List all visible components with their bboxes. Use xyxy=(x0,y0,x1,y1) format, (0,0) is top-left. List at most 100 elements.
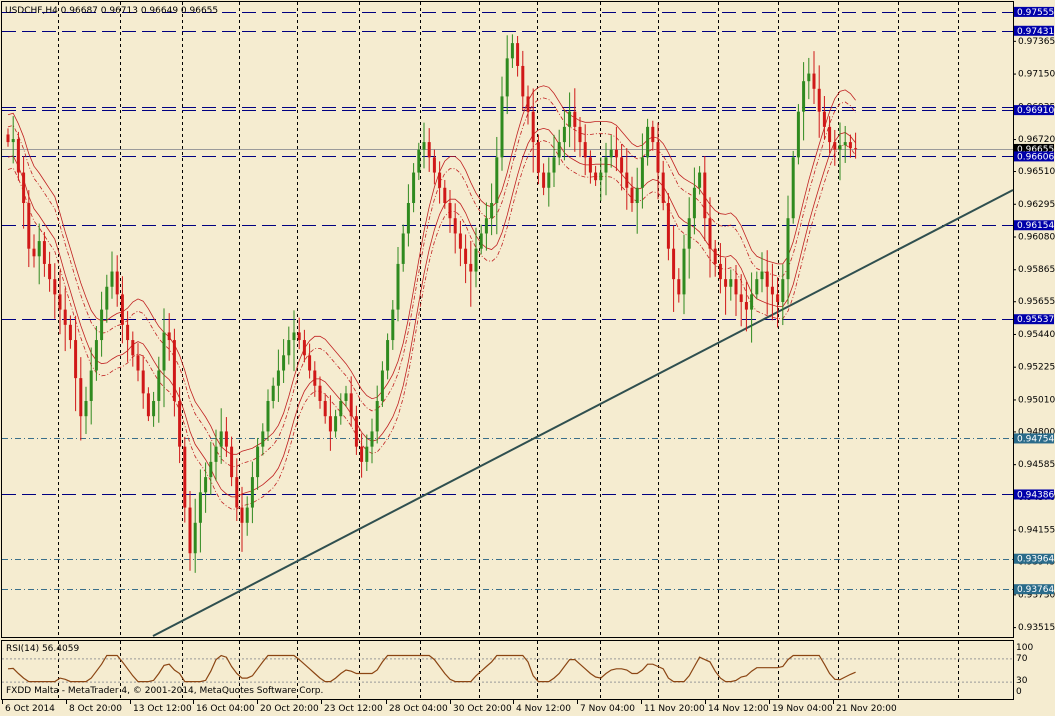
candle-body xyxy=(630,187,634,204)
price-level-marker xyxy=(1014,584,1054,595)
main-panel-border xyxy=(1,1,1014,638)
envelope-band xyxy=(7,140,856,510)
candle-body xyxy=(292,332,296,341)
candle-body xyxy=(812,73,816,89)
envelope-band xyxy=(7,127,856,498)
candle-body xyxy=(344,393,348,401)
candle-body xyxy=(734,279,738,295)
candle-body xyxy=(126,324,130,341)
candle-body xyxy=(308,355,312,371)
candle-body xyxy=(349,393,353,417)
candle-body xyxy=(828,126,832,143)
footer-copyright: FXDD Malta - MetaTrader 4, © 2001-2014, … xyxy=(6,686,323,696)
candle-body xyxy=(250,477,254,508)
horizontal-levels[interactable] xyxy=(2,12,1013,590)
price-tick-label: 0.96295 xyxy=(1018,200,1055,210)
candle-body xyxy=(609,149,613,158)
candle-body xyxy=(646,126,650,158)
price-tick-label: 0.95655 xyxy=(1018,297,1055,307)
price-axis: 0.973650.971500.969350.967200.965100.962… xyxy=(1013,6,1055,633)
candle-body xyxy=(167,332,171,341)
candle-body xyxy=(84,400,88,417)
candle-body xyxy=(542,172,546,188)
candle-body xyxy=(370,431,374,447)
time-tick-label: 16 Oct 04:00 xyxy=(196,704,255,714)
candle-body xyxy=(770,286,774,295)
candle-body xyxy=(157,370,161,401)
candle-body xyxy=(786,218,790,280)
candle-body xyxy=(110,271,114,287)
price-tick-label: 0.93730 xyxy=(1018,590,1055,600)
candle-body xyxy=(53,279,57,295)
candle-body xyxy=(718,263,722,280)
candle-body xyxy=(526,96,530,112)
price-level-label: 0.96606 xyxy=(1017,152,1054,162)
candle-body xyxy=(131,340,135,356)
candle-body xyxy=(323,400,327,417)
candle-body xyxy=(620,157,624,173)
candle-body xyxy=(141,370,145,394)
price-level-marker xyxy=(1014,220,1054,231)
candle-body xyxy=(245,507,249,523)
candle-body xyxy=(838,145,842,150)
candles xyxy=(6,34,858,573)
candle-body xyxy=(604,157,608,173)
candle-body xyxy=(521,65,525,97)
candle-body xyxy=(162,332,166,371)
time-tick-label: 6 Oct 2014 xyxy=(5,704,55,714)
candle-body xyxy=(755,279,759,295)
candle-body xyxy=(843,142,847,146)
candle-body xyxy=(282,355,286,371)
candle-body xyxy=(136,355,140,371)
candle-body xyxy=(188,507,192,554)
price-level-marker xyxy=(1014,433,1054,444)
candle-body xyxy=(484,218,488,234)
candle-body xyxy=(22,172,26,204)
candle-body xyxy=(744,301,748,310)
candle-body xyxy=(666,203,670,249)
candle-body xyxy=(74,340,78,379)
price-tick-label: 0.93515 xyxy=(1018,623,1055,633)
price-tick-label: 0.94585 xyxy=(1018,460,1055,470)
candle-body xyxy=(115,271,119,295)
candle-body xyxy=(183,446,187,508)
price-level-label: 0.97555 xyxy=(1017,8,1054,18)
envelope-band xyxy=(7,97,856,467)
price-tick-label: 0.95225 xyxy=(1018,363,1055,373)
candle-body xyxy=(297,332,301,341)
trendline[interactable] xyxy=(152,189,1014,637)
price-level-label: 0.93764 xyxy=(1017,585,1054,595)
candle-body xyxy=(500,96,504,158)
candle-body xyxy=(6,134,10,143)
candle-body xyxy=(354,416,358,447)
candle-body xyxy=(822,111,826,127)
candle-body xyxy=(209,461,213,478)
price-tick-label: 0.96080 xyxy=(1018,233,1055,243)
candle-body xyxy=(37,241,41,257)
candle-body xyxy=(614,149,618,158)
candle-body xyxy=(692,187,696,219)
candle-body xyxy=(204,477,208,493)
time-tick-label: 11 Nov 20:00 xyxy=(644,704,705,714)
candle-body xyxy=(432,157,436,173)
candle-body xyxy=(479,233,483,249)
candle-body xyxy=(458,233,462,249)
candle-body xyxy=(672,248,676,280)
vertical-grid xyxy=(58,2,959,699)
price-tick-label: 0.96720 xyxy=(1018,135,1055,145)
candle-body xyxy=(79,378,83,417)
candle-body xyxy=(599,172,603,181)
candle-body xyxy=(724,279,728,287)
candle-body xyxy=(547,172,551,188)
candle-body xyxy=(271,385,275,401)
candle-body xyxy=(495,157,499,204)
candle-body xyxy=(391,309,395,341)
candle-body xyxy=(214,446,218,462)
rsi-scale-70: 70 xyxy=(1016,654,1028,664)
trendline-line xyxy=(152,189,1014,637)
price-level-label: 0.95537 xyxy=(1017,315,1054,325)
candle-body xyxy=(651,126,655,143)
candle-body xyxy=(833,142,837,150)
candle-body xyxy=(505,58,509,97)
